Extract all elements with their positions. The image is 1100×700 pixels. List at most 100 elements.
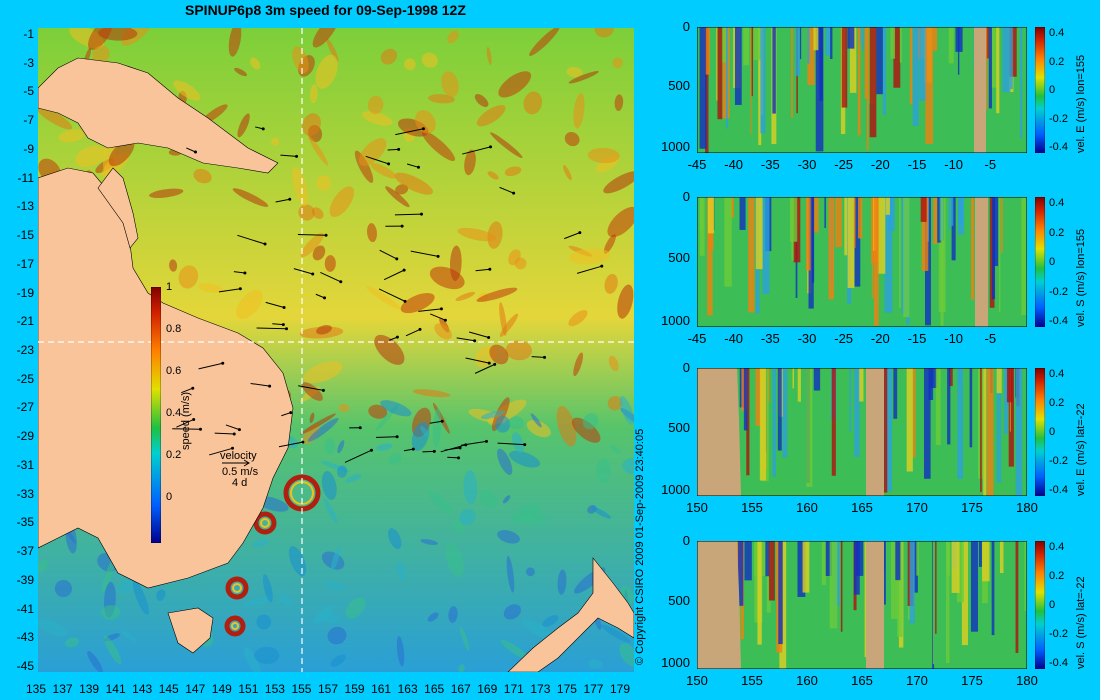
colorbar-label: speed (m/s) bbox=[180, 391, 192, 450]
map-lon-tick: 167 bbox=[450, 682, 471, 696]
speed-eddy bbox=[486, 47, 492, 66]
section-band bbox=[699, 27, 707, 149]
speed-map bbox=[38, 28, 634, 672]
speed-eddy bbox=[420, 425, 430, 438]
section-band bbox=[996, 27, 1000, 114]
map-lat-tick: -17 bbox=[16, 256, 34, 271]
speed-eddy bbox=[582, 413, 599, 430]
section-colorbar-tick: -0.2 bbox=[1049, 112, 1068, 125]
velocity-arrow bbox=[275, 198, 290, 203]
speed-eddy bbox=[330, 654, 346, 667]
velocity-legend-time: 4 d bbox=[232, 477, 248, 489]
section-x-tick: -40 bbox=[724, 157, 744, 172]
section-x-tick: -45 bbox=[687, 157, 707, 172]
section-band bbox=[932, 541, 935, 665]
section-colorbar-tick: -0.4 bbox=[1049, 315, 1068, 327]
section-x-tick: -30 bbox=[797, 331, 817, 346]
speed-eddy bbox=[380, 48, 398, 65]
section-y-tick: 500 bbox=[668, 250, 690, 266]
section-band bbox=[705, 27, 709, 153]
speed-eddy bbox=[622, 457, 634, 475]
velocity-arrow bbox=[440, 444, 466, 453]
speed-eddy bbox=[345, 474, 362, 483]
section-band bbox=[758, 27, 762, 146]
speed-eddy bbox=[380, 400, 412, 417]
speed-eddy bbox=[508, 249, 521, 266]
section-band bbox=[825, 541, 832, 577]
section-band bbox=[858, 368, 864, 402]
section-band bbox=[765, 541, 770, 577]
cape-york-land bbox=[97, 167, 139, 249]
velocity-arrow-head bbox=[231, 446, 235, 450]
section-band bbox=[699, 197, 704, 231]
section-band bbox=[751, 27, 753, 97]
speed-eddy bbox=[530, 413, 542, 428]
section-band bbox=[805, 197, 811, 271]
speed-eddy bbox=[434, 323, 452, 340]
speed-eddy bbox=[256, 614, 272, 630]
speed-eddy bbox=[156, 589, 166, 601]
map-lon-tick: 173 bbox=[530, 682, 551, 696]
velocity-arrow bbox=[403, 448, 414, 452]
section-band bbox=[996, 368, 1002, 483]
section-band bbox=[792, 368, 795, 389]
velocity-arrow-head bbox=[512, 191, 516, 195]
section-y-tick: 500 bbox=[668, 420, 690, 436]
section-heatmap bbox=[697, 27, 1027, 153]
section-band bbox=[912, 27, 919, 126]
velocity-arrow-head bbox=[358, 426, 362, 430]
section-x-tick: 175 bbox=[961, 500, 983, 515]
speed-eddy bbox=[506, 556, 515, 593]
section-band bbox=[948, 27, 954, 64]
speed-eddy bbox=[449, 245, 462, 281]
map-lon-tick: 139 bbox=[79, 682, 100, 696]
section-band bbox=[1010, 27, 1013, 90]
section-band bbox=[932, 27, 938, 51]
map-lon-tick: 151 bbox=[238, 682, 259, 696]
speed-eddy bbox=[441, 71, 459, 97]
speed-eddy bbox=[198, 283, 224, 293]
section-band bbox=[919, 27, 928, 101]
section-band bbox=[847, 27, 855, 49]
velocity-arrows bbox=[172, 126, 604, 463]
section-band bbox=[980, 368, 982, 492]
section-band bbox=[835, 197, 842, 248]
velocity-arrow-head bbox=[411, 447, 415, 451]
velocity-arrow-head bbox=[578, 231, 582, 235]
section-band bbox=[824, 197, 826, 229]
speed-eddy bbox=[596, 458, 611, 483]
velocity-arrow-head bbox=[436, 254, 440, 258]
map-lon-tick: 179 bbox=[609, 682, 631, 696]
section-band bbox=[930, 368, 938, 388]
map-lat-tick: -27 bbox=[16, 400, 34, 415]
section-band bbox=[1015, 368, 1023, 496]
section-x-tick: 180 bbox=[1016, 500, 1038, 515]
map-lat-tick: -15 bbox=[16, 228, 34, 243]
speed-eddy bbox=[427, 612, 439, 622]
section-band bbox=[768, 541, 775, 601]
map-lat-tick: -11 bbox=[17, 170, 34, 185]
section-x-tick: 155 bbox=[741, 673, 763, 688]
velocity-arrow-head bbox=[489, 145, 493, 149]
speed-eddy bbox=[455, 291, 476, 301]
section-band bbox=[1006, 368, 1013, 403]
velocity-arrow bbox=[265, 301, 285, 308]
section-band bbox=[746, 368, 750, 476]
speed-eddy bbox=[568, 248, 611, 265]
section-band bbox=[757, 541, 762, 645]
speed-eddy bbox=[316, 175, 332, 191]
speed-eddy bbox=[252, 538, 270, 548]
speed-eddy bbox=[396, 636, 405, 667]
velocity-arrow-head bbox=[192, 417, 196, 421]
section-band bbox=[1019, 27, 1023, 139]
speed-eddy bbox=[358, 138, 387, 166]
velocity-arrow-head bbox=[395, 335, 399, 339]
section-band bbox=[720, 27, 728, 63]
velocity-arrow-head bbox=[289, 411, 293, 415]
velocity-arrow-head bbox=[221, 361, 225, 365]
section-band bbox=[897, 541, 903, 637]
speed-eddy bbox=[529, 28, 560, 56]
section-band bbox=[895, 541, 901, 581]
section-band bbox=[739, 197, 746, 230]
velocity-arrow-head bbox=[191, 386, 195, 390]
